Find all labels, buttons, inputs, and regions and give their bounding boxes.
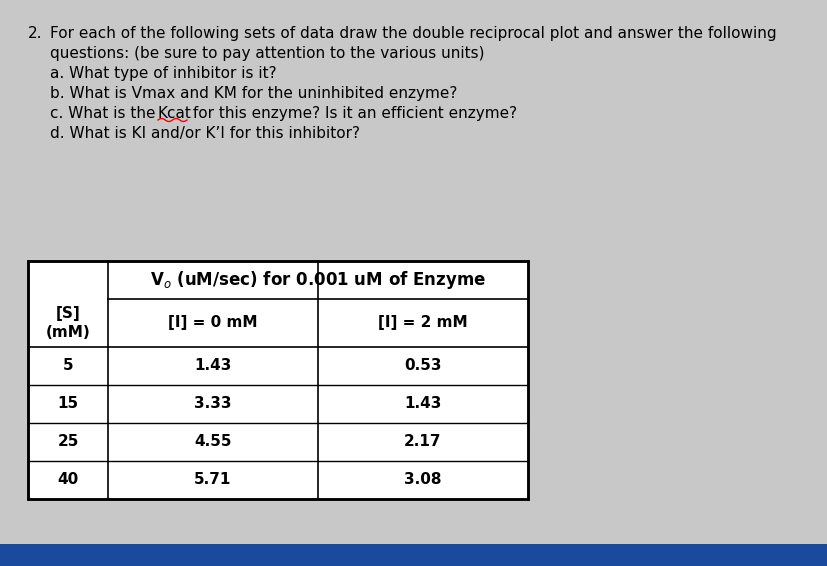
Text: [I] = 0 mM: [I] = 0 mM	[168, 315, 257, 331]
Text: [I] = 2 mM: [I] = 2 mM	[378, 315, 467, 331]
Text: 1.43: 1.43	[194, 358, 232, 374]
Text: Kcat: Kcat	[158, 106, 192, 121]
Text: 5: 5	[63, 358, 74, 374]
Text: For each of the following sets of data draw the double reciprocal plot and answe: For each of the following sets of data d…	[50, 26, 776, 41]
Text: 2.17: 2.17	[404, 435, 442, 449]
Text: for this enzyme? Is it an efficient enzyme?: for this enzyme? Is it an efficient enzy…	[188, 106, 517, 121]
Text: a. What type of inhibitor is it?: a. What type of inhibitor is it?	[50, 66, 276, 81]
Bar	[0, 544, 827, 566]
Text: c. What is the: c. What is the	[50, 106, 160, 121]
Text: 4.55: 4.55	[194, 435, 232, 449]
Text: 0.53: 0.53	[404, 358, 442, 374]
Text: 25: 25	[57, 435, 79, 449]
Text: b. What is Vmax and KM for the uninhibited enzyme?: b. What is Vmax and KM for the uninhibit…	[50, 86, 457, 101]
Text: V$_o$ (uM/sec) for 0.001 uM of Enzyme: V$_o$ (uM/sec) for 0.001 uM of Enzyme	[150, 269, 485, 291]
Text: 40: 40	[57, 473, 79, 487]
Text: d. What is KI and/or K’I for this inhibitor?: d. What is KI and/or K’I for this inhibi…	[50, 126, 360, 141]
Text: 5.71: 5.71	[194, 473, 232, 487]
Text: 15: 15	[57, 397, 79, 411]
Text: 3.33: 3.33	[194, 397, 232, 411]
Text: 3.08: 3.08	[404, 473, 442, 487]
Text: 1.43: 1.43	[404, 397, 441, 411]
Text: [S]
(mM): [S] (mM)	[45, 306, 90, 340]
Text: questions: (be sure to pay attention to the various units): questions: (be sure to pay attention to …	[50, 46, 484, 61]
Bar	[28, 261, 528, 499]
Text: 2.: 2.	[28, 26, 42, 41]
